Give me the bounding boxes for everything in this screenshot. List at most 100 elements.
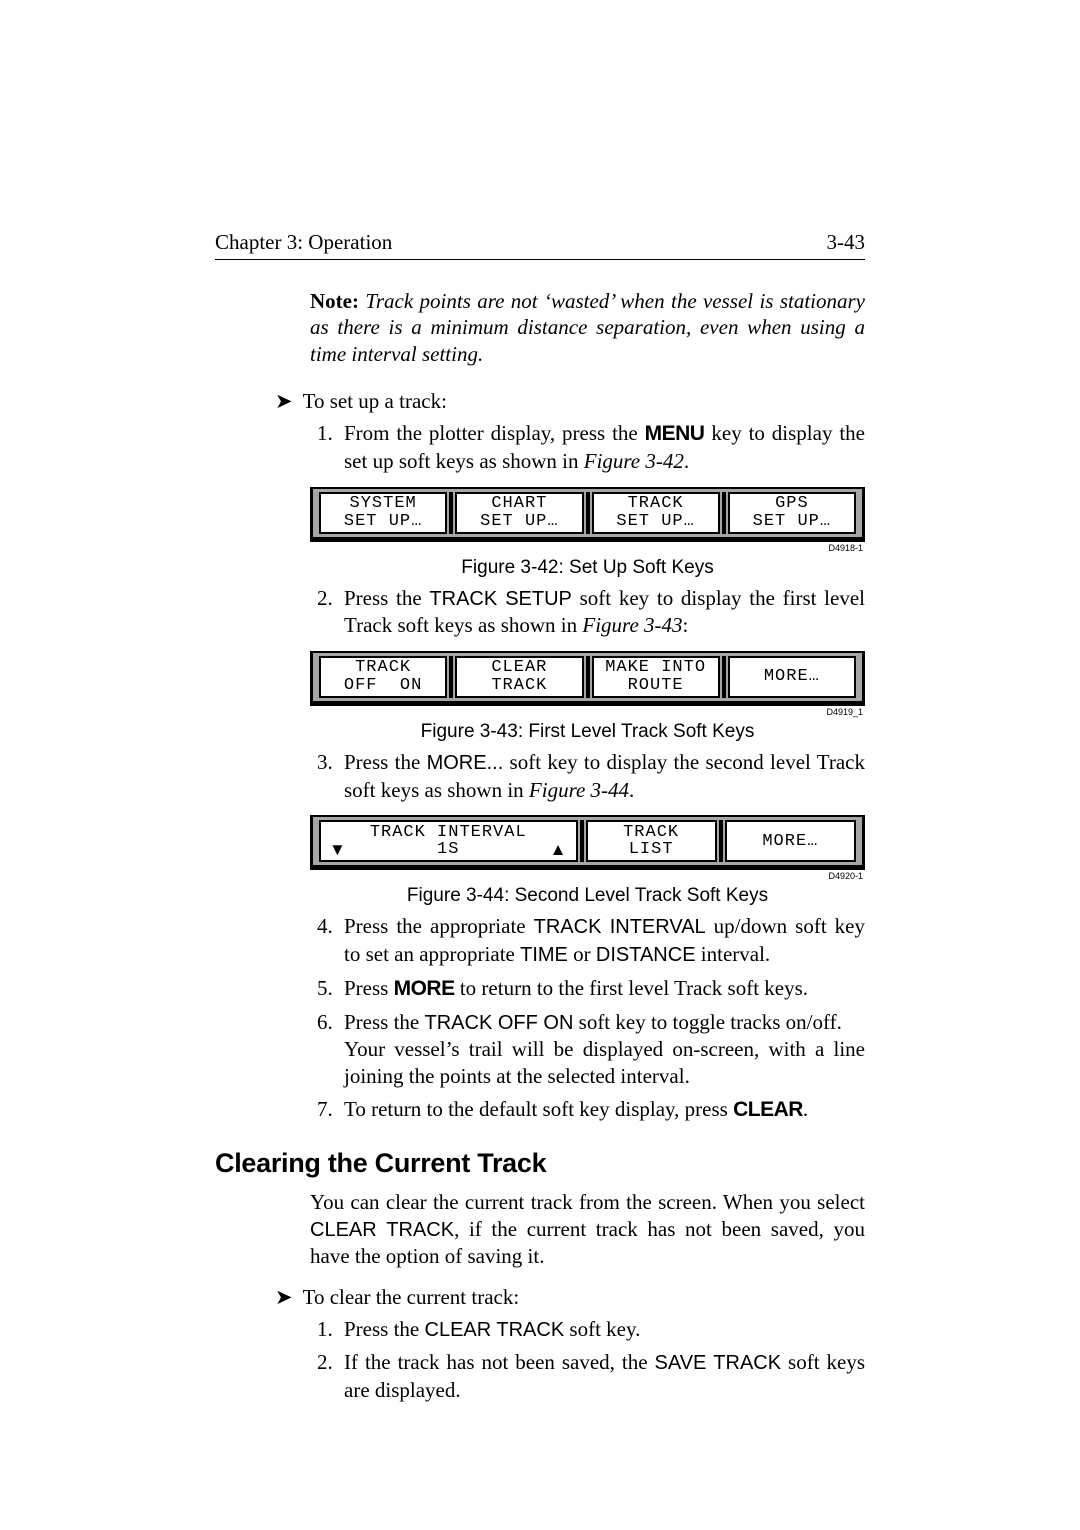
more-key-label: MORE... <box>427 752 504 774</box>
step-4-or: or <box>568 942 596 966</box>
distance-label: DISTANCE <box>596 944 696 966</box>
sk-line2: ▼ 1S ▲ <box>321 841 576 859</box>
sk-line1: CHART <box>491 495 547 513</box>
sk-line1: MAKE INTO <box>605 659 706 677</box>
page-number: 3-43 <box>827 230 866 255</box>
figure-caption: Figure 3-44: Second Level Track Soft Key… <box>310 885 865 907</box>
step2-1: Press the CLEAR TRACK soft key. <box>338 1316 865 1344</box>
step-2-pre: Press the <box>344 586 429 610</box>
procedure-list-1c: Press the MORE... soft key to display th… <box>310 749 865 803</box>
procedure-list-1d: Press the appropriate TRACK INTERVAL up/… <box>310 913 865 1123</box>
figure-3-44: TRACK INTERVAL ▼ 1S ▲ TRACK LIST MORE… D… <box>310 815 865 907</box>
track-interval-label: TRACK INTERVAL <box>534 916 706 938</box>
figure-id: D4918-1 <box>310 543 863 553</box>
save-track-key-label: SAVE TRACK <box>655 1352 782 1374</box>
figure-id: D4920-1 <box>310 871 863 881</box>
softkey-gps-setup[interactable]: GPS SET UP… <box>728 492 856 534</box>
interval-value: 1S <box>437 841 459 859</box>
softkey-chart-setup[interactable]: CHART SET UP… <box>455 492 583 534</box>
sk-line1: TRACK INTERVAL <box>370 824 527 842</box>
header-rule <box>215 259 865 260</box>
sk-line1: TRACK <box>355 659 411 677</box>
procedure-intro-2-text: To clear the current track: <box>303 1285 520 1310</box>
softkey-track-interval[interactable]: TRACK INTERVAL ▼ 1S ▲ <box>319 820 578 862</box>
sk-line2: OFF ON <box>344 677 422 695</box>
sk-line1: TRACK <box>623 824 679 842</box>
step-3: Press the MORE... soft key to display th… <box>338 749 865 803</box>
step-7-pre: To return to the default soft key displa… <box>344 1097 733 1121</box>
softkey-divider <box>586 492 590 534</box>
sk-line2: LIST <box>629 841 674 859</box>
step-6-pre: Press the <box>344 1010 425 1034</box>
figure-caption: Figure 3-43: First Level Track Soft Keys <box>310 721 865 743</box>
sk-line2: SET UP… <box>344 513 422 531</box>
clear-track-key-label: CLEAR TRACK <box>425 1319 565 1341</box>
softkey-divider <box>586 656 590 698</box>
step-2-figref: Figure 3-43 <box>582 613 682 637</box>
track-off-on-label: TRACK OFF ON <box>425 1012 574 1034</box>
step2-2: If the track has not been saved, the SAV… <box>338 1349 865 1403</box>
figure-3-43: TRACK OFF ON CLEAR TRACK MAKE INTO ROUTE… <box>310 651 865 743</box>
sk-line2: SET UP… <box>480 513 558 531</box>
up-triangle-icon[interactable]: ▲ <box>550 841 568 859</box>
sk-line2: SET UP… <box>616 513 694 531</box>
note-label: Note: <box>310 289 359 313</box>
para2-pre: You can clear the current track from the… <box>310 1190 865 1214</box>
softkey-more[interactable]: MORE… <box>728 656 856 698</box>
step-6: Press the TRACK OFF ON soft key to toggl… <box>338 1009 865 1090</box>
step-6-mid: soft key to toggle tracks on/off. <box>573 1010 841 1034</box>
procedure-intro: ➤ To set up a track: <box>275 389 865 414</box>
sk-line2: SET UP… <box>753 513 831 531</box>
procedure-list-1b: Press the TRACK SETUP soft key to displa… <box>310 585 865 639</box>
softkey-divider <box>580 820 584 862</box>
clear-track-label: CLEAR TRACK <box>310 1219 454 1241</box>
softkey-divider <box>722 656 726 698</box>
step-7: To return to the default soft key displa… <box>338 1096 865 1124</box>
clear-key-label: CLEAR <box>733 1098 803 1121</box>
softkey-bar-43: TRACK OFF ON CLEAR TRACK MAKE INTO ROUTE… <box>310 651 865 706</box>
step-5: Press MORE to return to the first level … <box>338 975 865 1003</box>
sk-line1: GPS <box>775 495 809 513</box>
softkey-make-into-route[interactable]: MAKE INTO ROUTE <box>592 656 720 698</box>
softkey-divider <box>719 820 723 862</box>
step-4-pre: Press the appropriate <box>344 914 534 938</box>
step-1-figref: Figure 3-42 <box>584 449 684 473</box>
document-page: Chapter 3: Operation 3-43 Note: Track po… <box>0 0 1080 1530</box>
softkey-track-setup[interactable]: TRACK SET UP… <box>592 492 720 534</box>
step-3-pre: Press the <box>344 750 427 774</box>
sk-line1: TRACK <box>628 495 684 513</box>
softkey-track-list[interactable]: TRACK LIST <box>586 820 717 862</box>
sk-line2: MORE… <box>762 833 818 851</box>
softkey-clear-track[interactable]: CLEAR TRACK <box>455 656 583 698</box>
procedure-list-2: Press the CLEAR TRACK soft key. If the t… <box>310 1316 865 1404</box>
figure-3-42: SYSTEM SET UP… CHART SET UP… TRACK SET U… <box>310 487 865 579</box>
note: Note: Track points are not ‘wasted’ when… <box>310 288 865 367</box>
softkey-bar-42: SYSTEM SET UP… CHART SET UP… TRACK SET U… <box>310 487 865 542</box>
softkey-divider <box>449 656 453 698</box>
sk-line2: TRACK <box>491 677 547 695</box>
step-3-figref: Figure 3-44 <box>529 778 629 802</box>
step-2: Press the TRACK SETUP soft key to displa… <box>338 585 865 639</box>
softkey-track-off-on[interactable]: TRACK OFF ON <box>319 656 447 698</box>
step2-1-post: soft key. <box>564 1317 640 1341</box>
softkey-system-setup[interactable]: SYSTEM SET UP… <box>319 492 447 534</box>
sk-line1: CLEAR <box>491 659 547 677</box>
step-4-post: interval. <box>696 942 771 966</box>
step-1: From the plotter display, press the MENU… <box>338 420 865 475</box>
step2-2-pre: If the track has not been saved, the <box>344 1350 655 1374</box>
note-body: Track points are not ‘wasted’ when the v… <box>310 289 865 366</box>
softkey-more-2[interactable]: MORE… <box>725 820 856 862</box>
track-setup-label: TRACK SETUP <box>429 588 571 610</box>
time-label: TIME <box>520 944 568 966</box>
down-triangle-icon[interactable]: ▼ <box>329 841 347 859</box>
clearing-paragraph: You can clear the current track from the… <box>310 1189 865 1271</box>
figure-id: D4919_1 <box>310 707 863 717</box>
step-6-next: Your vessel’s trail will be displayed on… <box>344 1037 865 1088</box>
more-bold-label: MORE <box>394 977 455 1000</box>
sk-line2: MORE… <box>764 668 820 686</box>
step-7-post: . <box>803 1097 808 1121</box>
arrow-icon: ➤ <box>275 1285 293 1310</box>
procedure-list-1: From the plotter display, press the MENU… <box>310 420 865 475</box>
step-5-pre: Press <box>344 976 394 1000</box>
section-heading: Clearing the Current Track <box>215 1148 865 1179</box>
